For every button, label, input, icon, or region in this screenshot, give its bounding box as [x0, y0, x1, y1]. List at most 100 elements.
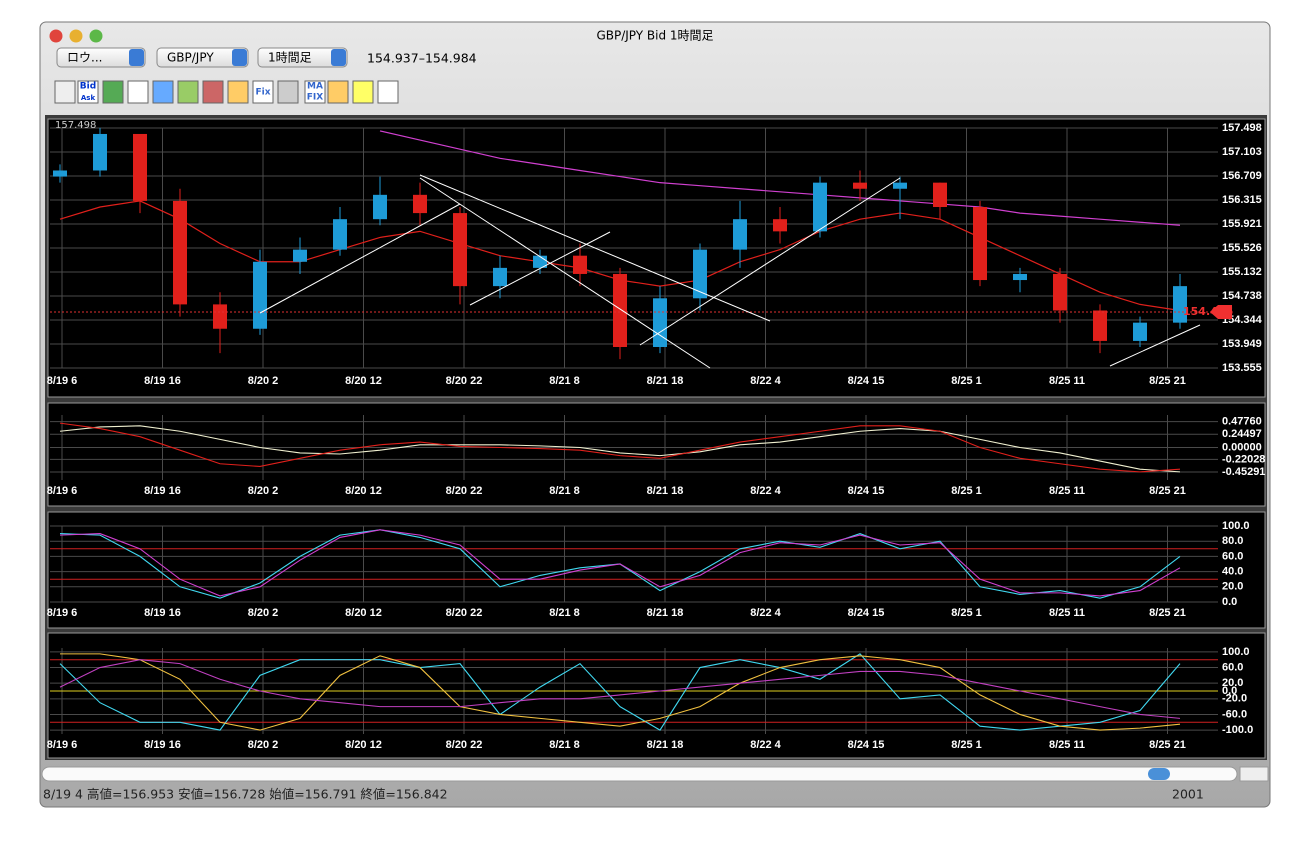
panel-bg — [47, 402, 1266, 507]
candle-body — [493, 267, 507, 287]
tool-icon[interactable] — [227, 80, 249, 104]
candle-body — [613, 273, 627, 348]
indicator-line — [59, 659, 1181, 719]
x-tick-label: 8/20 2 — [248, 375, 279, 387]
tool-icon[interactable] — [102, 80, 124, 104]
icon-label: Fix — [255, 88, 270, 98]
trend-line — [1109, 324, 1201, 367]
x-tick-label: 8/21 8 — [549, 607, 580, 619]
x-tick-label: 8/24 15 — [848, 739, 885, 751]
y-tick-label: 154.344 — [1222, 314, 1263, 326]
x-tick-label: 8/20 12 — [345, 375, 382, 387]
indicator-line — [59, 422, 1181, 473]
scroll-arrows[interactable] — [1239, 766, 1269, 782]
candle-body — [333, 219, 347, 250]
y-tick-label: -0.45291 — [1222, 466, 1265, 478]
x-tick-label: 8/25 11 — [1049, 485, 1085, 497]
candle-body — [133, 133, 147, 201]
last-price-marker — [1210, 304, 1232, 319]
x-tick-label: 8/21 8 — [549, 485, 580, 497]
scrollbar-track[interactable] — [41, 766, 1238, 782]
trend-line — [469, 231, 611, 306]
y-tick-label: 20.0 — [1222, 677, 1243, 689]
minimize-button[interactable] — [69, 29, 83, 43]
tool-icon[interactable] — [152, 80, 174, 104]
candle-body — [373, 194, 387, 220]
candle-body — [853, 182, 867, 189]
dropdown[interactable] — [156, 47, 249, 68]
tool-icon[interactable] — [127, 80, 149, 104]
tool-icon[interactable] — [352, 80, 374, 104]
tool-icon[interactable] — [304, 80, 326, 104]
tool-icon[interactable] — [327, 80, 349, 104]
icon-label: Ask — [81, 94, 96, 102]
x-tick-label: 8/19 16 — [144, 739, 181, 751]
candle-body — [693, 249, 707, 299]
scrollbar-thumb[interactable] — [1148, 768, 1170, 780]
tool-icon[interactable] — [202, 80, 224, 104]
y-tick-label: -100.0 — [1222, 724, 1253, 736]
candle-body — [653, 298, 667, 348]
x-tick-label: 8/19 6 — [47, 485, 78, 497]
x-tick-label: 8/25 21 — [1149, 607, 1186, 619]
x-tick-label: 8/22 4 — [750, 739, 781, 751]
x-tick-label: 8/25 1 — [951, 485, 982, 497]
y-tick-label: 157.498 — [1222, 122, 1262, 134]
dropdown[interactable] — [257, 47, 348, 68]
y-tick-label: 60.0 — [1222, 550, 1243, 562]
y-tick-label: 100.0 — [1222, 646, 1250, 658]
dropdown-arrow[interactable] — [232, 49, 247, 66]
candle-body — [93, 133, 107, 171]
y-tick-label: 20.0 — [1222, 581, 1243, 593]
icon-label: FIX — [307, 93, 323, 103]
x-tick-label: 8/20 12 — [345, 607, 382, 619]
x-tick-label: 8/25 1 — [951, 739, 982, 751]
tool-icon[interactable] — [77, 80, 99, 104]
dropdown-arrow[interactable] — [331, 49, 346, 66]
y-tick-label: 155.526 — [1222, 242, 1262, 254]
candle-body — [293, 249, 307, 262]
x-tick-label: 8/21 18 — [647, 375, 684, 387]
panel-bg — [47, 632, 1266, 759]
candle-body — [573, 255, 587, 274]
y-tick-label: 156.709 — [1222, 170, 1262, 182]
panel-bg — [47, 118, 1266, 398]
close-button[interactable] — [49, 29, 63, 43]
y-tick-label: -20.0 — [1222, 693, 1247, 705]
x-tick-label: 8/20 2 — [248, 607, 279, 619]
candle-body — [413, 194, 427, 214]
zoom-button[interactable] — [89, 29, 103, 43]
x-tick-label: 8/20 22 — [446, 607, 483, 619]
x-tick-label: 8/25 1 — [951, 607, 982, 619]
indicator-line — [59, 425, 1181, 473]
y-tick-label: 153.949 — [1222, 338, 1262, 350]
tool-icon[interactable] — [54, 80, 76, 104]
dropdown-arrow[interactable] — [129, 49, 144, 66]
y-tick-label: 80.0 — [1222, 535, 1243, 547]
x-tick-label: 8/25 11 — [1049, 607, 1085, 619]
indicator-line — [59, 529, 1181, 597]
toolbar: ロウ... GBP/JPY 1時間足 154.937–154.984 Bid Ask Fix… — [54, 47, 477, 104]
price-range: 154.937–154.984 — [367, 51, 477, 66]
top-price-label: 157.498 — [55, 120, 96, 131]
y-tick-label: 0.00000 — [1222, 441, 1262, 453]
x-tick-label: 8/25 11 — [1049, 739, 1085, 751]
status-text: 8/19 4 高値=156.953 安値=156.728 始値=156.791 … — [43, 787, 448, 802]
candle-body — [213, 304, 227, 329]
x-tick-label: 8/20 22 — [446, 375, 483, 387]
tool-icon[interactable] — [377, 80, 399, 104]
y-tick-label: -0.22028 — [1222, 453, 1265, 465]
candle-body — [1173, 286, 1187, 323]
y-tick-label: -60.0 — [1222, 708, 1247, 720]
tool-icon[interactable] — [277, 80, 299, 104]
x-tick-label: 8/24 15 — [848, 485, 885, 497]
candle-body — [1133, 322, 1147, 341]
x-tick-label: 8/25 21 — [1149, 485, 1186, 497]
candle-body — [893, 182, 907, 189]
y-tick-label: 155.921 — [1222, 218, 1262, 230]
dropdown[interactable] — [56, 47, 146, 68]
tool-icon[interactable] — [252, 80, 274, 104]
x-tick-label: 8/19 16 — [144, 485, 181, 497]
tool-icon[interactable] — [177, 80, 199, 104]
